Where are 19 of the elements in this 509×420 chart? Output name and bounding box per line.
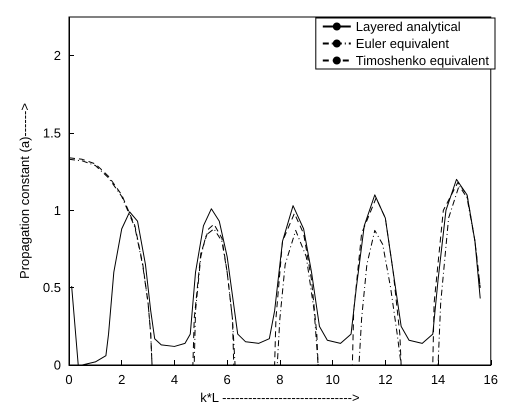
legend-label: Euler equivalent: [356, 36, 450, 51]
y-tick-label: 1.5: [42, 126, 61, 140]
legend-label: Layered analytical: [356, 19, 461, 34]
x-tick-label: 4: [170, 372, 178, 387]
x-tick-label: 10: [325, 372, 340, 387]
x-tick-label: 12: [378, 372, 393, 387]
x-tick-label: 8: [276, 372, 284, 387]
y-tick-label: 2: [54, 48, 61, 64]
y-tick-label: 0.5: [42, 280, 61, 296]
y-tick-label: 0: [54, 358, 61, 372]
x-tick-label: 16: [484, 372, 498, 387]
x-tick-label: 6: [224, 372, 231, 387]
y-tick-label: 1: [54, 202, 61, 218]
x-axis-title: k*L ------------------------------>: [200, 390, 360, 405]
x-tick-label: 2: [118, 372, 126, 387]
x-tick-label: 0: [65, 372, 73, 387]
x-tick-label: 14: [430, 372, 446, 387]
y-axis-title: Propagation constant (a)------>: [17, 103, 32, 279]
legend-label: Timoshenko equivalent: [356, 53, 490, 68]
